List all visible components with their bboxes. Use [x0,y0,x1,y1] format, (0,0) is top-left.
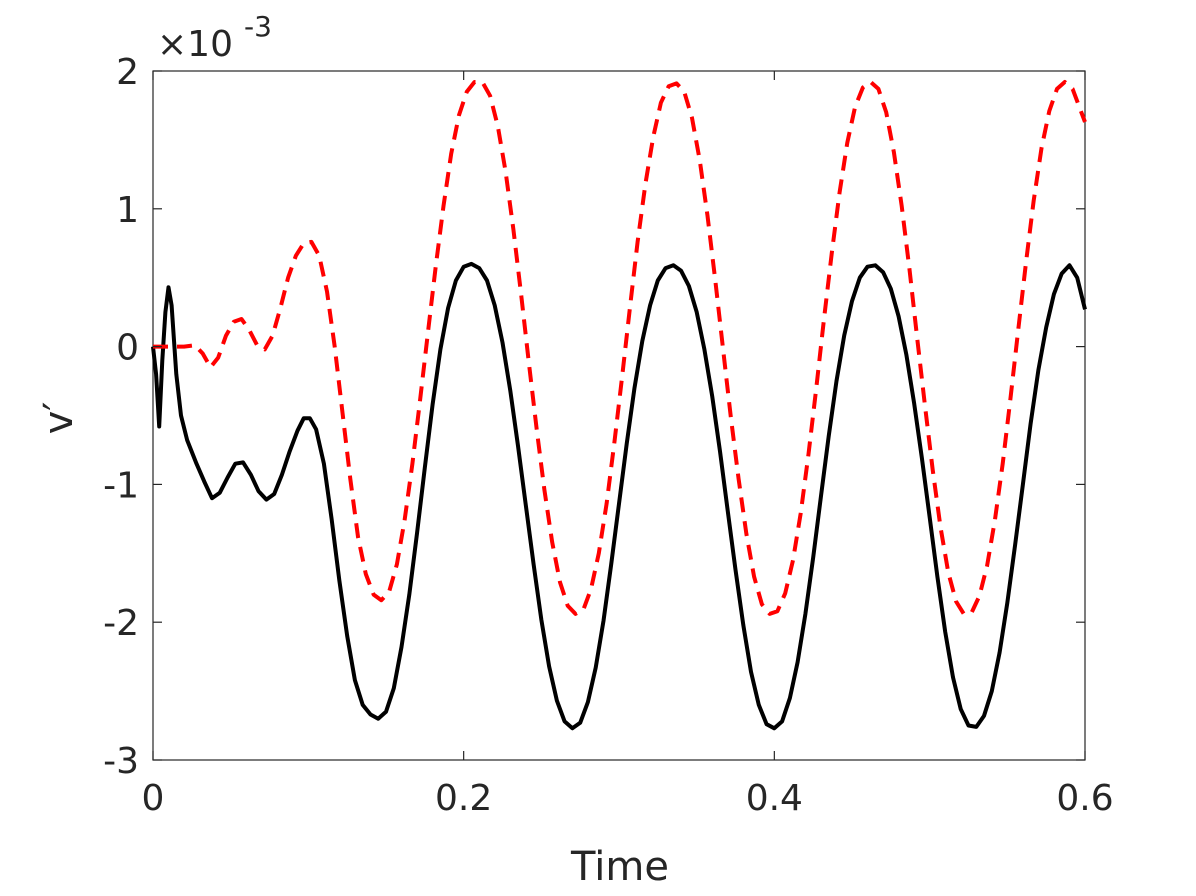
series-line-dashed [153,80,1087,616]
y-tick-label: 1 [116,190,139,231]
y-exponent-power: -3 [244,10,272,43]
y-tick-label: -1 [103,465,139,506]
series-line-solid [151,261,1087,731]
y-tick-label: -3 [103,741,139,782]
y-exponent-label: ×10 -3 [157,10,272,65]
y-tick-label: 0 [116,328,139,369]
x-tick-label: 0 [142,778,165,819]
x-axis-label: Time [570,844,669,890]
plot-area-box [152,70,1086,761]
x-tick-label: 0.6 [1056,778,1113,819]
ticks: 0 0.2 0.4 0.6 -3 -2 -1 0 1 2 [103,52,1114,819]
y-tick-label: -2 [103,603,139,644]
y-tick-label: 2 [116,52,139,93]
axes-frame [152,70,1086,761]
x-tick-label: 0.4 [746,778,803,819]
plot-lines [151,80,1087,731]
y-axis-label: v′ [36,402,82,435]
y-exponent-base: ×10 [157,24,233,65]
x-tick-label: 0.2 [435,778,492,819]
